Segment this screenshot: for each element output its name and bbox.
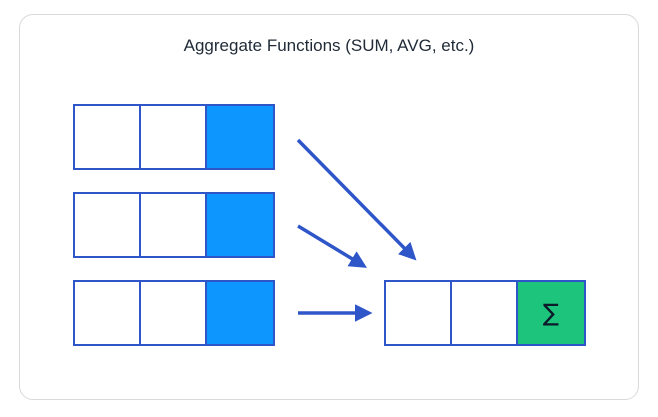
input-row bbox=[73, 104, 275, 170]
sigma-icon: ∑ bbox=[542, 299, 560, 327]
aggregated-column-cell bbox=[207, 194, 273, 256]
aggregated-column-cell bbox=[207, 282, 273, 344]
input-cell bbox=[141, 106, 207, 168]
aggregate-result-cell: ∑ bbox=[518, 282, 584, 344]
output-row: ∑ bbox=[384, 280, 586, 346]
input-cell bbox=[141, 282, 207, 344]
input-row bbox=[73, 280, 275, 346]
input-cell bbox=[75, 282, 141, 344]
output-cell bbox=[452, 282, 518, 344]
input-cell bbox=[75, 106, 141, 168]
input-cell bbox=[141, 194, 207, 256]
input-row bbox=[73, 192, 275, 258]
input-cell bbox=[75, 194, 141, 256]
aggregated-column-cell bbox=[207, 106, 273, 168]
output-cell bbox=[386, 282, 452, 344]
diagram-title: Aggregate Functions (SUM, AVG, etc.) bbox=[183, 36, 475, 55]
